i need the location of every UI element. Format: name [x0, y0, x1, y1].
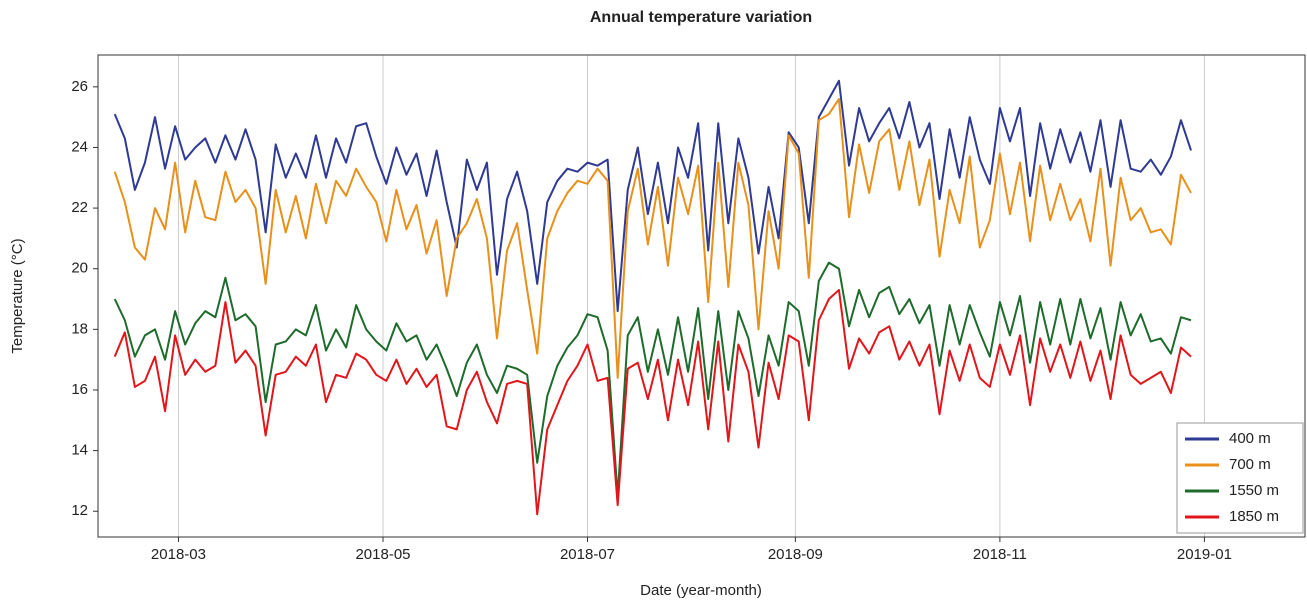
data-line	[113, 261, 1192, 498]
y-tick-label: 20	[71, 260, 88, 277]
y-tick-label: 18	[71, 320, 88, 337]
legend-label: 1550 m	[1229, 482, 1279, 499]
data-line	[113, 79, 1192, 313]
legend-label: 1850 m	[1229, 508, 1279, 525]
chart-title: Annual temperature variation	[590, 9, 812, 26]
y-tick-label: 16	[71, 381, 88, 398]
legend: 400 m 700 m 1550 m 1850 m	[1176, 422, 1304, 534]
x-tick-label: 2018-11	[973, 546, 1027, 563]
y-tick-label: 22	[71, 199, 88, 216]
x-tick-label: 2018-09	[768, 546, 823, 563]
x-tick-label: 2018-03	[151, 546, 206, 563]
plot-frame	[97, 54, 1306, 538]
x-axis-label: Date (year-month)	[640, 582, 762, 599]
x-tick-label: 2018-05	[355, 546, 410, 563]
x-tick-label: 2018-07	[560, 546, 615, 563]
y-axis-label: Temperature (°C)	[9, 238, 26, 353]
x-tick-label: 2019-01	[1177, 546, 1232, 563]
y-tick-label: 12	[71, 502, 88, 519]
legend-box	[1176, 422, 1304, 534]
legend-label: 700 m	[1229, 456, 1271, 473]
legend-label: 400 m	[1229, 430, 1271, 447]
y-tick-label: 24	[71, 138, 88, 155]
y-tick-label: 14	[71, 442, 88, 459]
data-line	[113, 97, 1192, 379]
data-line	[113, 288, 1192, 516]
y-tick-label: 26	[71, 78, 88, 95]
